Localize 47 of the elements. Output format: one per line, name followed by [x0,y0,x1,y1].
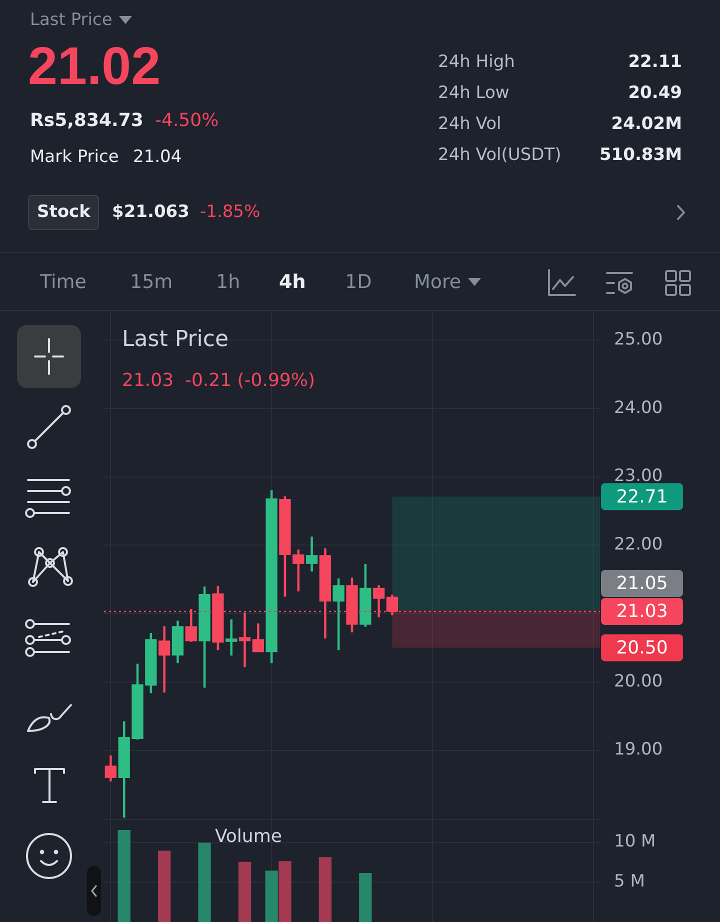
bar [359,873,372,922]
text: 21.04 [133,146,182,168]
text: Last Price [122,326,228,354]
text: 21.03 -0.21 (-0.99%) [122,370,315,392]
bar [238,862,252,922]
bar [158,850,171,922]
text: Rs5,834.73 [30,110,144,132]
y-tick-label: 20.00 [614,671,663,692]
text: 20.49 [628,82,682,104]
y-tick-label: 10 M [614,832,656,852]
text: -1.85% [200,202,260,222]
y-tick-label: 23.00 [614,466,663,486]
text: Time [40,270,86,294]
y-tick-label: 19.00 [614,740,663,760]
y-tick-label: 25.00 [614,329,663,350]
band-label: 20.50 [616,637,668,658]
bar [318,857,332,922]
bar [118,830,130,922]
text: Mark Price [30,146,119,168]
bar [265,870,278,922]
text: 24h Low [438,82,510,104]
y-tick-label: 22.00 [614,534,663,555]
text: 1D [345,270,372,294]
text: 15m [130,270,173,294]
text: 1h [216,270,240,294]
bar [278,861,292,922]
text: 21.02 [28,36,161,98]
bar [198,842,211,922]
text: 22.11 [628,52,682,72]
text: -4.50% [155,110,219,132]
text: $21.063 [112,202,190,222]
text: 4h [279,270,306,294]
y-tick-label: 24.00 [614,398,663,418]
candlestick [226,619,238,656]
band-label: 22.71 [616,486,668,508]
text: More [414,270,462,294]
text: 24h Vol [438,114,502,134]
text: 24h Vol(USDT) [438,144,562,166]
y-tick-label: 5 M [614,872,645,892]
text: 21.05 [616,573,668,594]
text: Stock [28,195,100,230]
text: 24.02M [611,114,682,134]
ref-line-label: 21.03 [616,601,668,622]
text: Last Price [30,10,112,30]
chart-title: Volume [215,826,282,848]
text: 510.83M [599,144,682,166]
text: 24h High [438,52,515,72]
